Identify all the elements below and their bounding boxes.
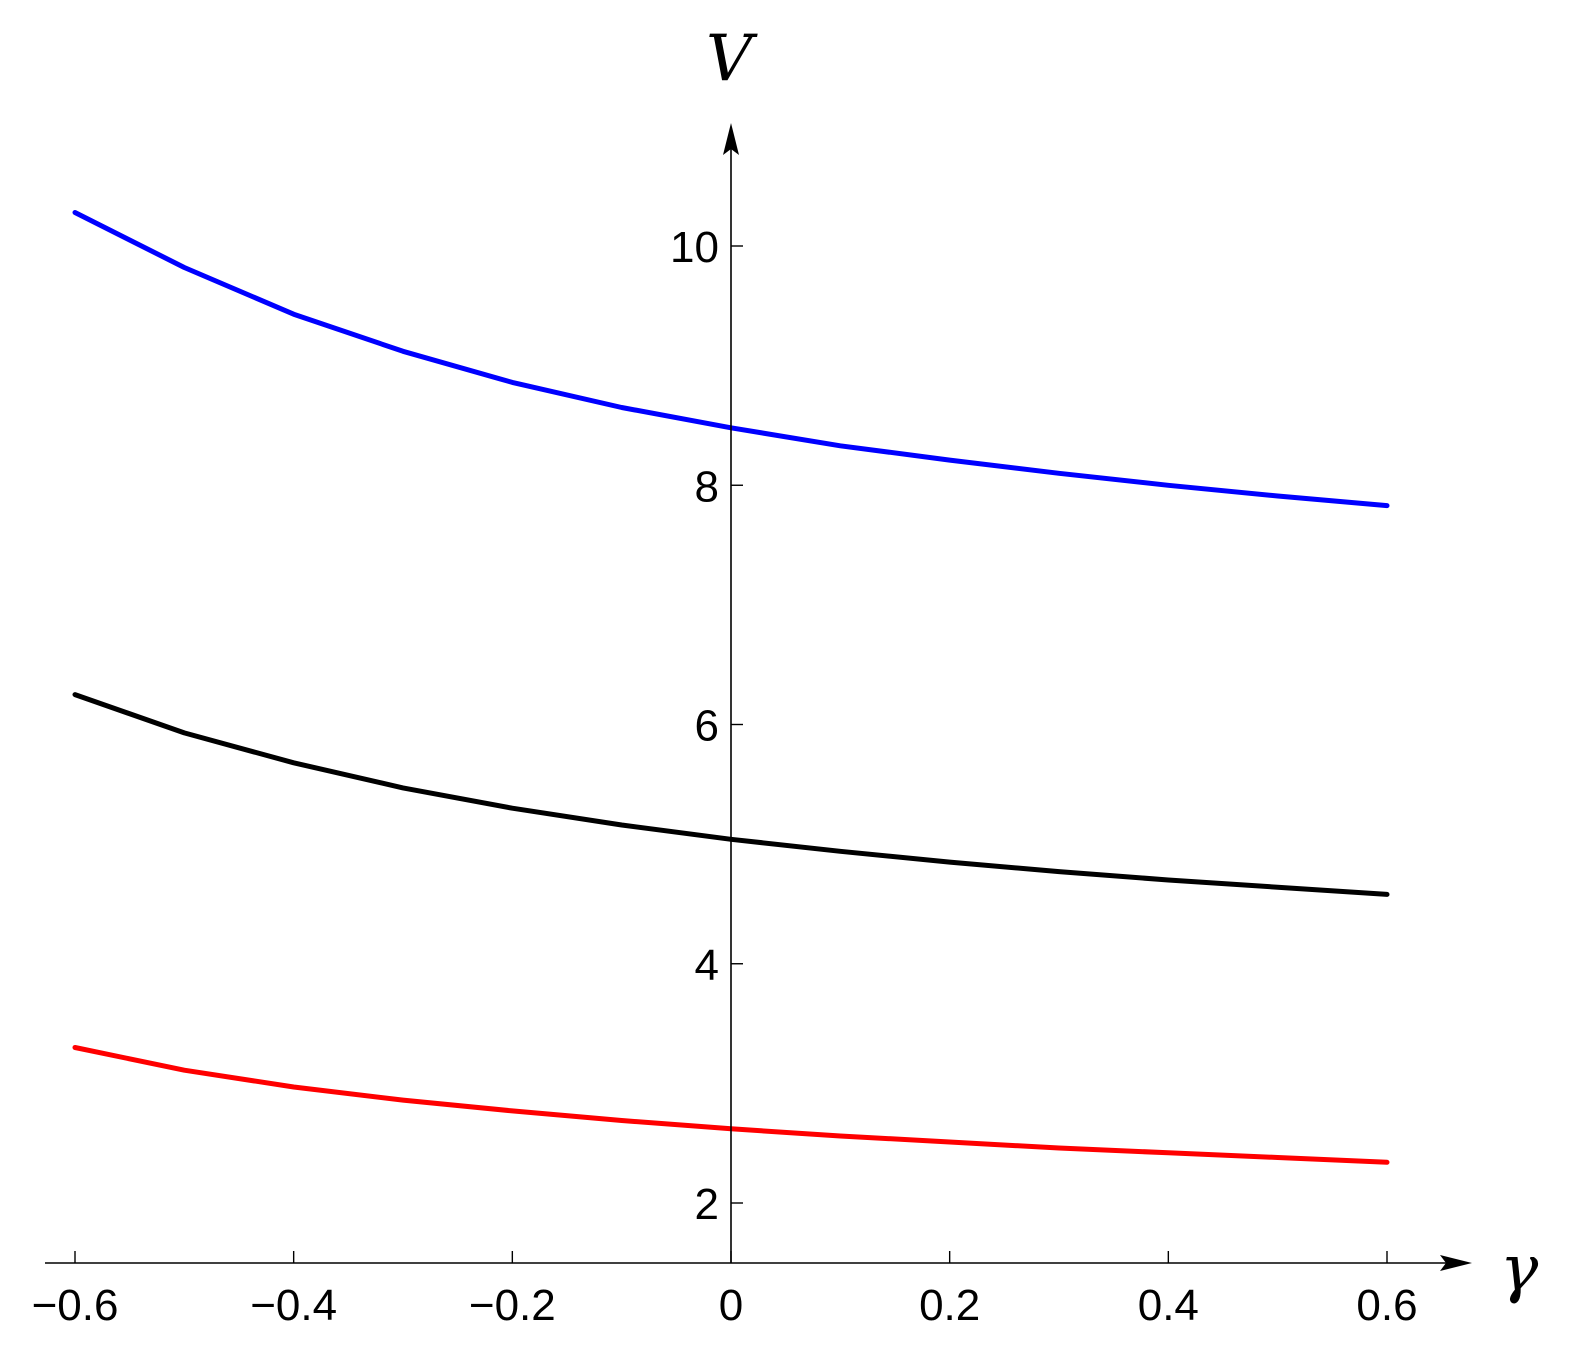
y-tick-label: 6	[695, 702, 719, 751]
x-axis-title: γ	[1500, 1232, 1539, 1306]
y-tick-label: 8	[695, 462, 719, 511]
y-tick-label: 4	[695, 941, 719, 990]
x-tick-label: −0.2	[469, 1281, 556, 1330]
axes-layer	[45, 123, 1472, 1271]
x-tick-label: 0.4	[1138, 1281, 1199, 1330]
x-tick-label: 0.6	[1356, 1281, 1417, 1330]
x-tick-label: −0.6	[32, 1281, 119, 1330]
y-tick-label: 10	[670, 223, 719, 272]
y-axis-arrow	[723, 123, 739, 155]
x-axis-arrow	[1440, 1255, 1472, 1271]
y-tick-label: 2	[695, 1180, 719, 1229]
x-tick-label: −0.4	[250, 1281, 337, 1330]
x-tick-label: 0	[719, 1281, 743, 1330]
y-axis-title: V	[706, 22, 758, 96]
x-tick-label: 0.2	[919, 1281, 980, 1330]
ticks-layer: −0.6 −0.4 −0.2 0 0.2 0.4 0.6 2 4 6 8 10	[32, 223, 1418, 1330]
